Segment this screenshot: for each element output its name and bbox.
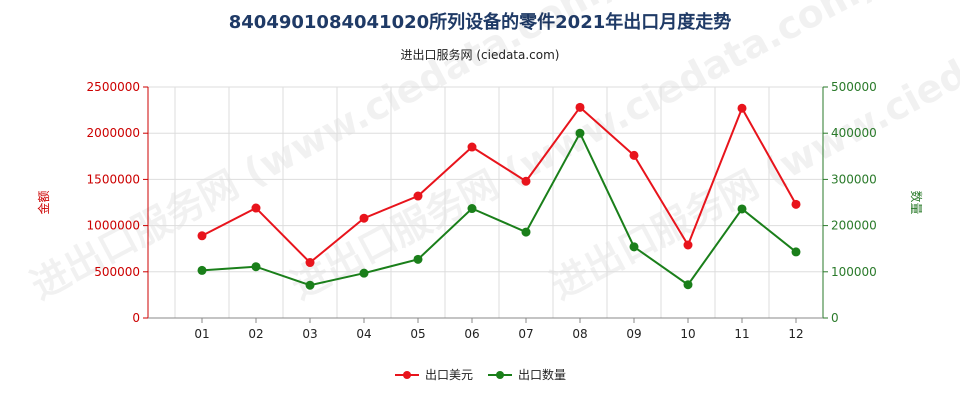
legend-label-0: 出口美元 [425, 368, 473, 382]
watermark-layer: 进出口服务网 (www.ciedata.com)进出口服务网 (www.cied… [24, 0, 960, 308]
series-0-point [251, 203, 261, 213]
series-1-point [791, 247, 801, 257]
legend: 出口美元 出口数量 [395, 367, 566, 382]
series-1-point [467, 204, 477, 214]
series-layer [197, 102, 801, 290]
left-axis-tick-label: 0 [132, 311, 140, 325]
x-axis-tick-label: 12 [788, 327, 803, 341]
series-1-point [575, 128, 585, 138]
series-1-point [737, 204, 747, 214]
x-axis-tick-label: 09 [626, 327, 641, 341]
right-axis-tick-label: 400000 [831, 126, 877, 140]
x-axis-tick-label: 02 [248, 327, 263, 341]
y-left-axis-title: 金额 [36, 190, 51, 214]
series-0-point [467, 142, 477, 152]
series-1-point [629, 242, 639, 252]
series-1-point [683, 280, 693, 290]
left-axis-tick-label: 1500000 [87, 172, 140, 186]
series-0-point [521, 176, 531, 186]
x-axis-tick-label: 07 [518, 327, 533, 341]
series-0-point [413, 191, 423, 201]
series-0-point [737, 103, 747, 113]
left-axis-tick-label: 2500000 [87, 80, 140, 94]
x-axis-tick-label: 01 [194, 327, 209, 341]
left-axis-tick-label: 2000000 [87, 126, 140, 140]
series-line-0 [201, 105, 797, 264]
series-1-point [251, 262, 261, 272]
right-axis-tick-label: 0 [831, 311, 839, 325]
x-axis-tick-label: 06 [464, 327, 479, 341]
series-1-point [359, 268, 369, 278]
series-0-point [197, 231, 207, 241]
series-0-point [359, 213, 369, 223]
x-axis-tick-label: 04 [356, 327, 371, 341]
y-right-axis-title: 数量 [909, 190, 924, 214]
series-1-point [413, 254, 423, 264]
series-0-point [305, 258, 315, 268]
series-1-point [197, 265, 207, 275]
right-axis-tick-label: 500000 [831, 80, 877, 94]
legend-marker-0 [403, 371, 411, 379]
x-axis-tick-label: 05 [410, 327, 425, 341]
series-0-point [575, 102, 585, 112]
series-1-point [521, 227, 531, 237]
series-0-point [629, 150, 639, 160]
chart-title: 8404901084041020所列设备的零件2021年出口月度走势 [228, 12, 732, 33]
series-0-point [791, 199, 801, 209]
left-axis-tick-label: 1000000 [87, 219, 140, 233]
axes: 0500000100000015000002000000250000001000… [36, 80, 924, 341]
series-line-1 [201, 131, 797, 287]
x-axis-tick-label: 10 [680, 327, 695, 341]
legend-label-1: 出口数量 [518, 367, 566, 382]
x-axis-tick-label: 03 [302, 327, 317, 341]
right-axis-tick-label: 300000 [831, 172, 877, 186]
legend-marker-1 [496, 371, 504, 379]
x-axis-tick-label: 08 [572, 327, 587, 341]
chart-subtitle: 进出口服务网 (ciedata.com) [400, 48, 560, 62]
x-axis-tick-label: 11 [734, 327, 749, 341]
right-axis-tick-label: 200000 [831, 219, 877, 233]
series-1-point [305, 280, 315, 290]
right-axis-tick-label: 100000 [831, 265, 877, 279]
series-0-point [683, 240, 693, 250]
left-axis-tick-label: 500000 [94, 265, 140, 279]
